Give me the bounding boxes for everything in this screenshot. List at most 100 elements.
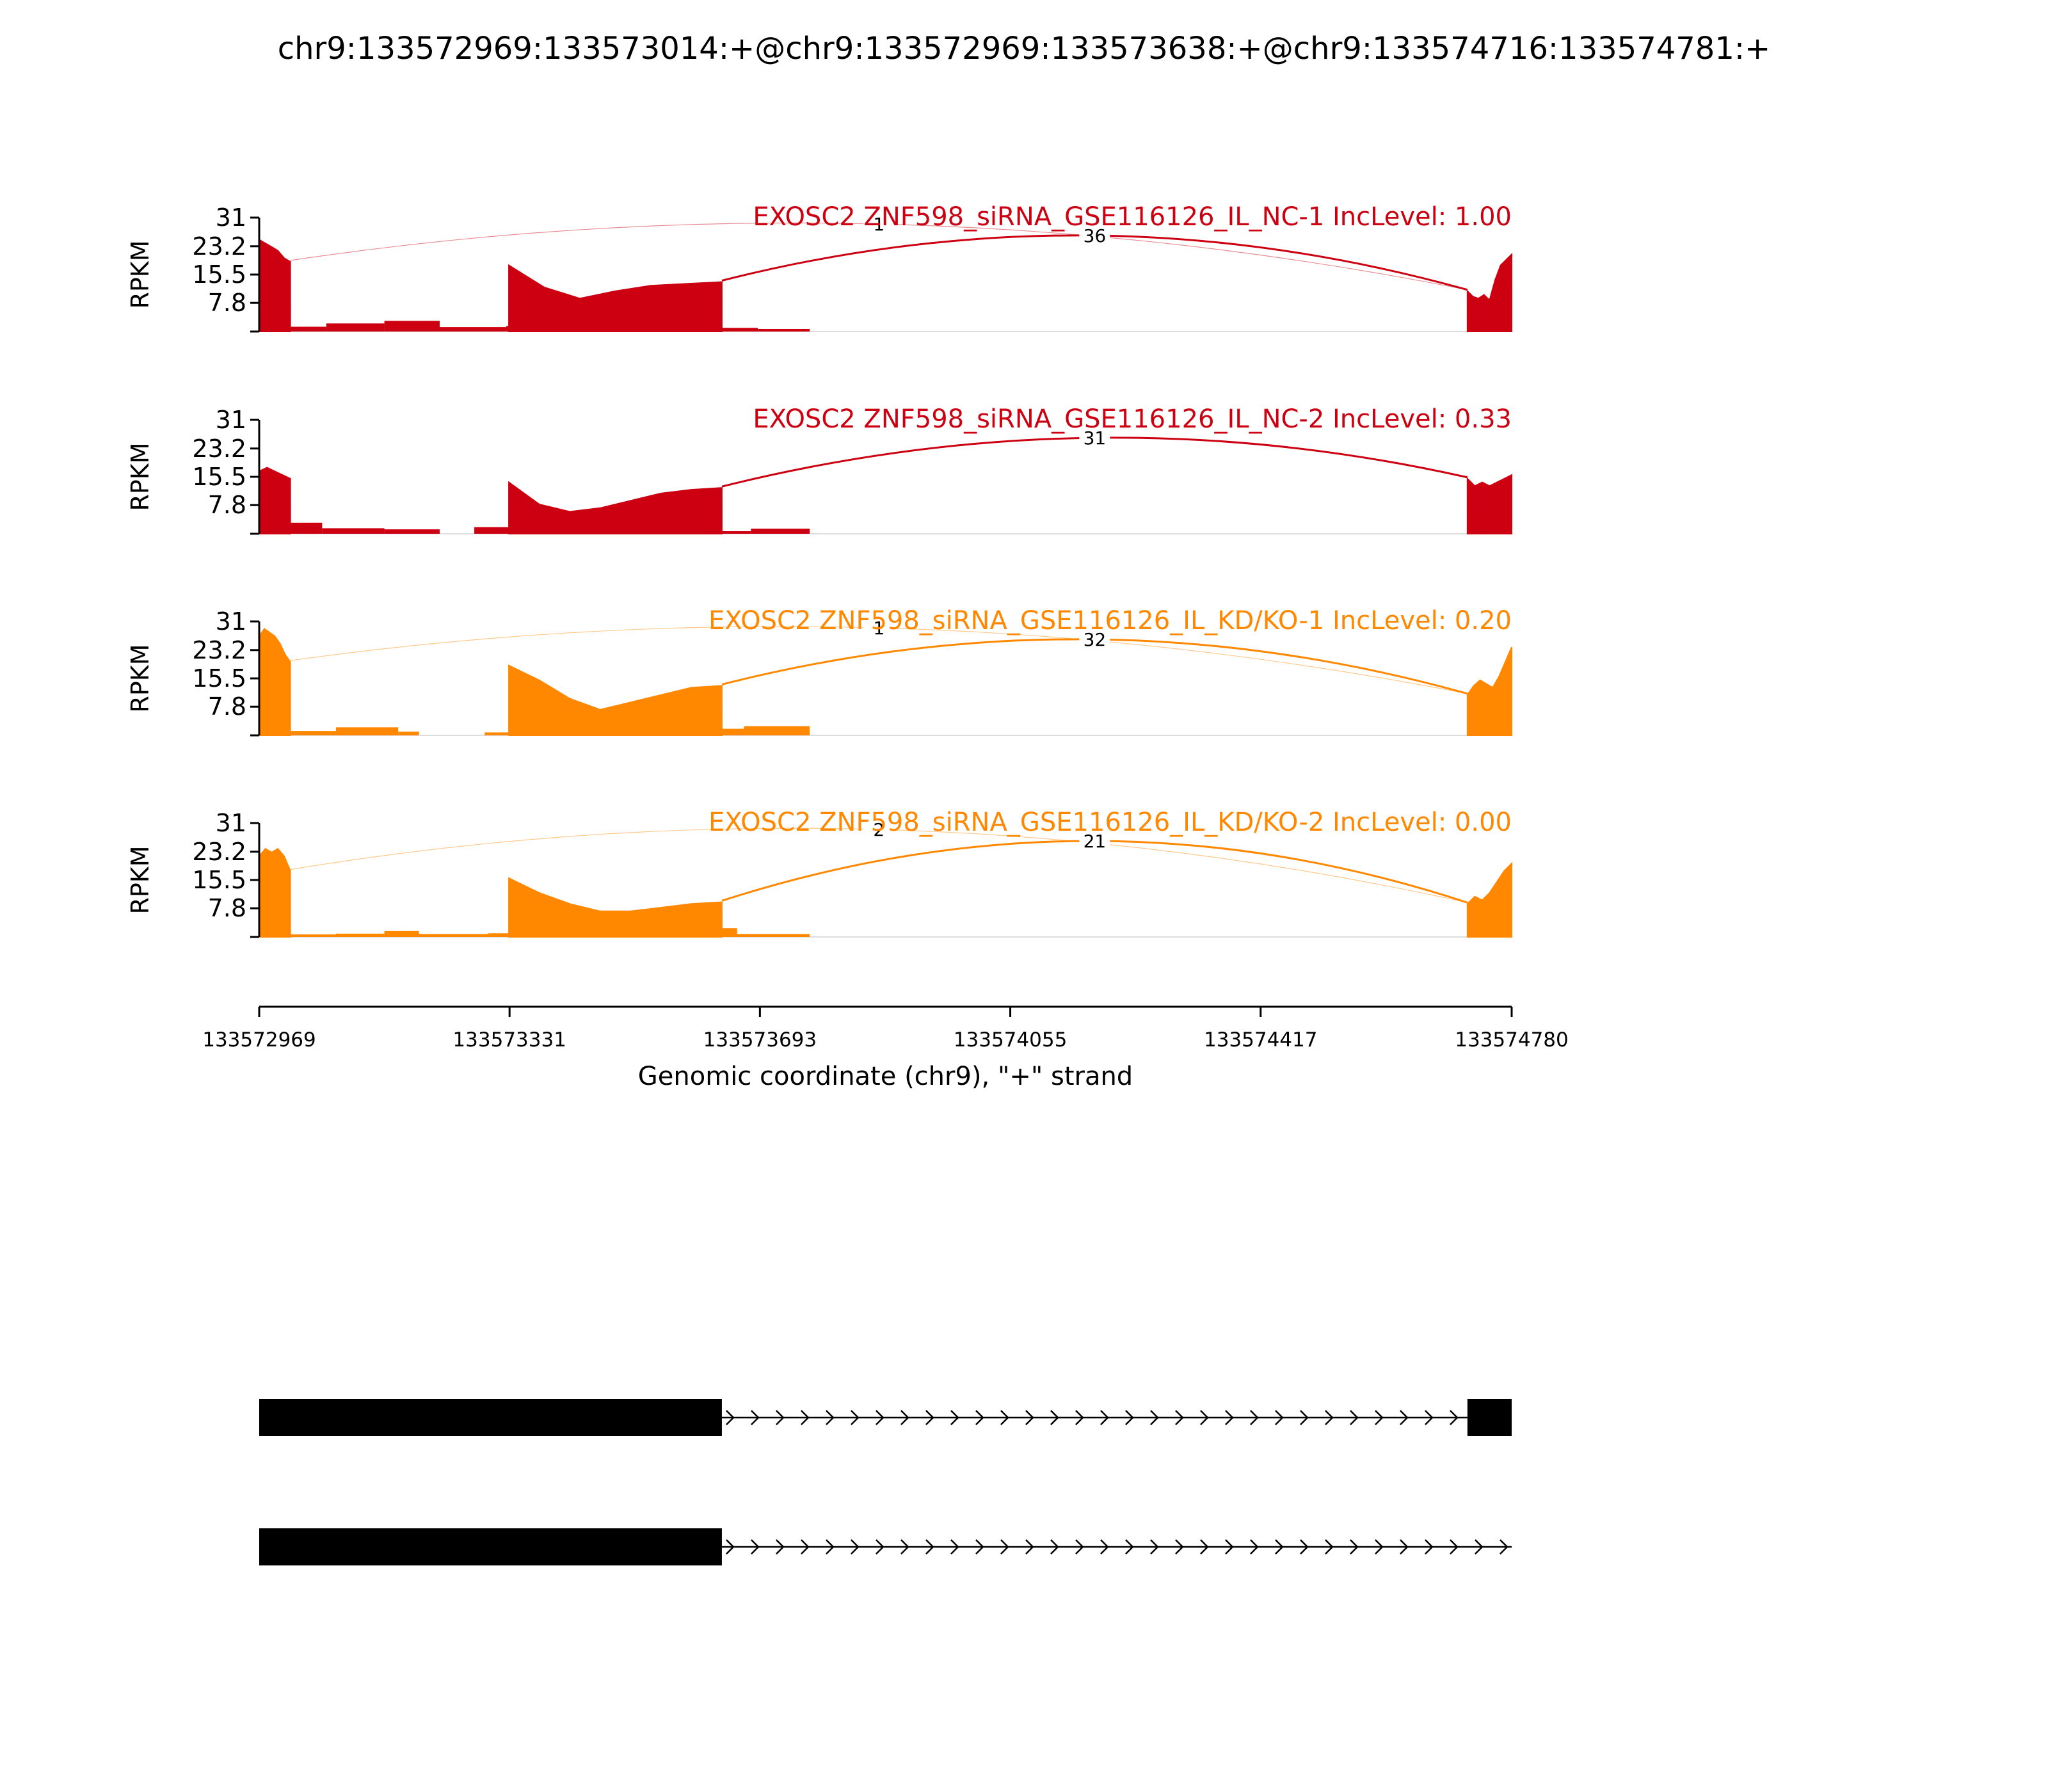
strand-arrow-icon <box>1325 1410 1334 1425</box>
junction-count: 32 <box>1079 628 1110 651</box>
y-tick-label: 31 <box>216 204 246 232</box>
sample-label: EXOSC2 ZNF598_siRNA_GSE116126_IL_NC-2 In… <box>753 404 1512 434</box>
strand-arrow-icon <box>1000 1410 1009 1425</box>
strand-arrow-icon <box>1250 1539 1259 1555</box>
strand-arrow-icon <box>1475 1539 1484 1555</box>
strand-arrow-icon <box>776 1539 785 1555</box>
strand-arrow-icon <box>826 1410 835 1425</box>
y-tick-label: 31 <box>216 406 246 434</box>
strand-arrow-icon <box>876 1410 884 1425</box>
coverage-gap-segment <box>335 933 385 937</box>
junction-count: 2 <box>863 818 895 841</box>
exon-coverage-area <box>259 467 291 534</box>
strand-arrow-icon <box>1450 1410 1459 1425</box>
y-axis-label: RPKM <box>126 644 154 712</box>
coverage-gap-segment <box>290 522 323 534</box>
strand-arrow-icon <box>950 1410 959 1425</box>
coverage-gap-segment <box>695 531 751 534</box>
junction-label-bg <box>863 212 895 236</box>
strand-arrow-icon <box>826 1539 835 1555</box>
coverage-gap-segment <box>384 931 419 937</box>
exon-coverage-area <box>1466 252 1512 332</box>
junction-label: 21 <box>1084 831 1107 852</box>
coverage-gap-segment <box>384 321 440 332</box>
sample-track-1: 1 36 7.815.523.231 RPKM EXOSC2 ZNF598_siRNA_… <box>126 202 1512 333</box>
y-tick-label: 23.2 <box>192 838 246 866</box>
strand-arrow-icon <box>726 1539 735 1555</box>
strand-arrow-icon <box>1300 1410 1309 1425</box>
strand-arrow-icon <box>925 1539 934 1555</box>
exon-coverage-area <box>508 481 723 534</box>
strand-arrow-icon <box>1200 1539 1209 1555</box>
coverage-gap-segment <box>758 328 810 332</box>
strand-arrow-icon <box>1425 1410 1434 1425</box>
exon-coverage-area <box>259 628 291 736</box>
x-tick-label: 133572969 <box>202 1028 316 1052</box>
sample-label: EXOSC2 ZNF598_siRNA_GSE116126_IL_KD/KO-1… <box>708 606 1512 636</box>
y-axis: 7.815.523.231 RPKM <box>126 204 260 333</box>
coverage-gap-segment <box>326 323 385 332</box>
x-tick-label: 133574417 <box>1204 1028 1318 1052</box>
strand-arrow-icon <box>876 1539 884 1555</box>
y-tick-label: 7.8 <box>208 491 246 519</box>
strand-arrow-icon <box>776 1410 785 1425</box>
strand-arrow-icon <box>1100 1410 1109 1425</box>
y-tick-label: 23.2 <box>192 636 246 664</box>
exon-coverage-area <box>508 664 723 736</box>
coverage-gap-segment <box>744 726 810 735</box>
strand-arrow-icon <box>751 1539 760 1555</box>
y-axis-label: RPKM <box>126 240 154 308</box>
strand-arrow-icon <box>900 1410 909 1425</box>
strand-arrow-icon <box>1050 1539 1059 1555</box>
y-axis-label: RPKM <box>126 845 154 914</box>
exon-coverage-area <box>1466 646 1512 736</box>
transcript-1 <box>259 1399 1512 1436</box>
strand-arrow-icon <box>751 1410 760 1425</box>
y-tick-label: 23.2 <box>192 232 246 260</box>
strand-arrow-icon <box>1250 1410 1259 1425</box>
coverage-gap-segment <box>384 529 440 534</box>
junction-label-bg <box>1079 628 1110 651</box>
strand-arrow-icon <box>726 1410 735 1425</box>
strand-arrow-icon <box>1275 1410 1284 1425</box>
strand-arrow-icon <box>1150 1539 1159 1555</box>
x-axis: 133572969 133573331 133573693 133574055 1335… <box>202 1005 1569 1091</box>
strand-arrow-icon <box>1325 1539 1334 1555</box>
transcript-2 <box>259 1528 1512 1565</box>
x-axis-label: Genomic coordinate (chr9), "+" strand <box>638 1062 1133 1091</box>
junction-label: 36 <box>1084 225 1107 246</box>
junction-label-bg <box>863 616 895 639</box>
x-tick-label: 133574780 <box>1455 1028 1569 1052</box>
x-tick-label: 133574055 <box>954 1028 1068 1052</box>
strand-arrow-icon <box>1225 1539 1234 1555</box>
coverage-gap-segment <box>290 326 326 332</box>
x-tick-label: 133573331 <box>452 1028 566 1052</box>
strand-arrow-icon <box>1025 1410 1034 1425</box>
strand-arrow-icon <box>1300 1539 1309 1555</box>
strand-arrow-icon <box>1075 1539 1084 1555</box>
x-tick-label: 133573693 <box>703 1028 817 1052</box>
strand-arrow-icon <box>1125 1539 1134 1555</box>
exon-block <box>259 1399 722 1436</box>
y-tick-label: 15.5 <box>192 463 246 491</box>
junction-count: 31 <box>1079 426 1110 449</box>
junction-label: 31 <box>1084 428 1107 449</box>
exon-coverage-area <box>259 847 291 938</box>
junction-label: 2 <box>873 819 884 840</box>
strand-arrow-icon <box>1500 1539 1508 1555</box>
y-axis: 7.815.523.231 RPKM <box>126 809 260 938</box>
strand-arrow-icon <box>975 1410 984 1425</box>
junction-label: 32 <box>1084 629 1107 650</box>
strand-arrow-icon <box>1275 1539 1284 1555</box>
strand-arrow-icon <box>1400 1410 1409 1425</box>
coverage-gap-segment <box>709 328 758 332</box>
strand-arrow-icon <box>1100 1539 1109 1555</box>
y-tick-label: 7.8 <box>208 894 246 922</box>
sample-track-4: 2 21 7.815.523.231 RPKM EXOSC2 ZNF598_siRNA_… <box>126 808 1512 938</box>
strand-arrow-icon <box>1000 1539 1009 1555</box>
exon-coverage-area <box>1466 474 1512 534</box>
strand-arrow-icon <box>1025 1539 1034 1555</box>
junction-count: 1 <box>863 212 895 236</box>
exon-coverage-area <box>508 264 723 332</box>
coverage-gap-segment <box>737 934 810 937</box>
